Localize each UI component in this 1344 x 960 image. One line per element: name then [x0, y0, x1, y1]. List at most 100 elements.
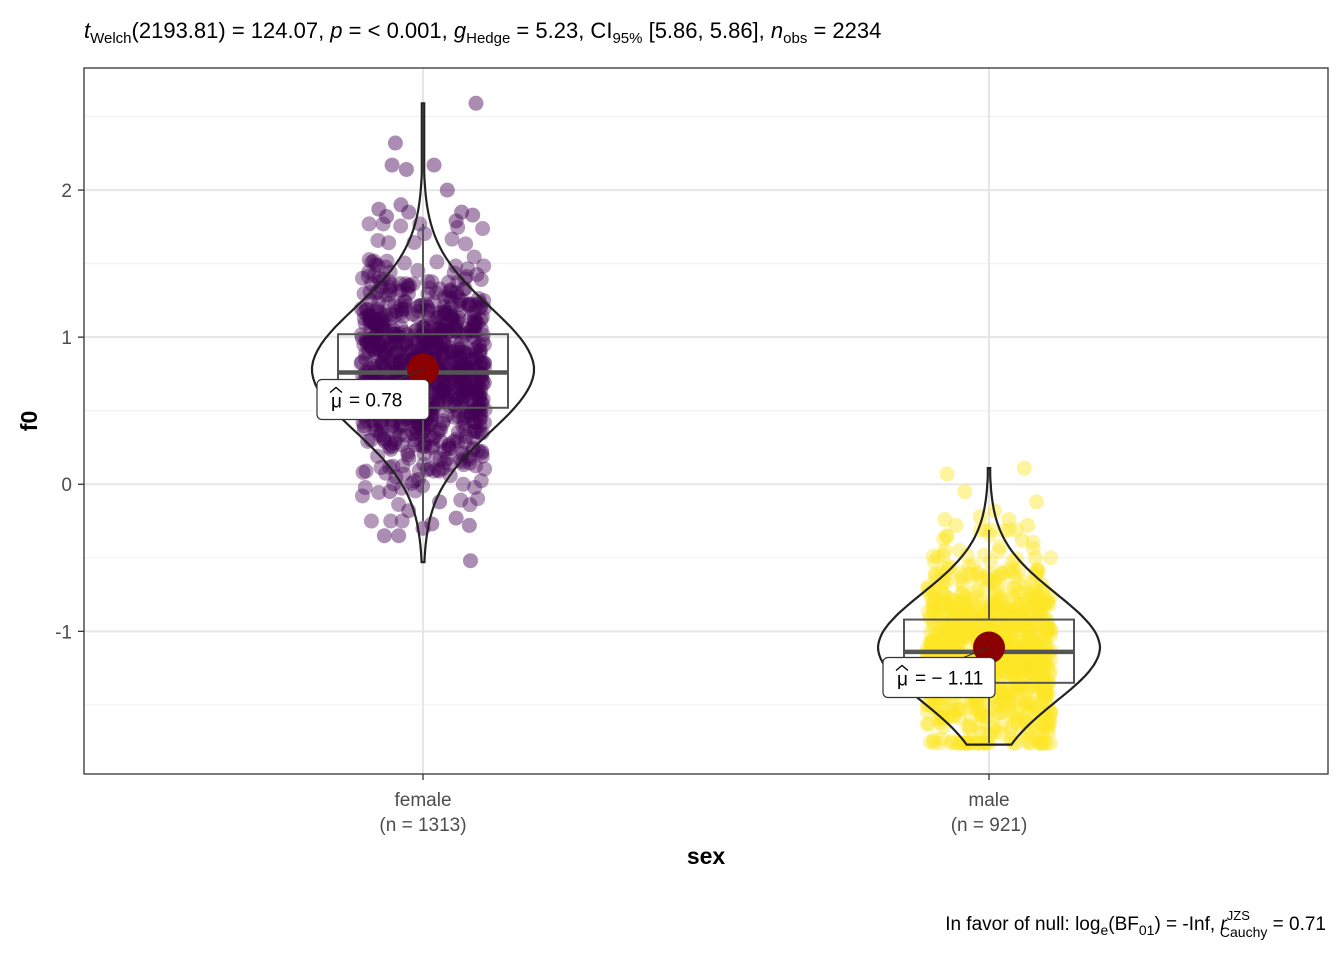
data-point — [1030, 713, 1046, 729]
data-point — [1043, 651, 1059, 667]
data-point — [992, 590, 1008, 606]
data-point — [1030, 587, 1046, 603]
data-point — [462, 553, 478, 569]
data-point — [1041, 598, 1057, 614]
data-point — [962, 699, 978, 715]
data-point — [933, 731, 949, 747]
data-point — [1004, 665, 1020, 681]
data-point — [998, 664, 1014, 680]
data-point — [371, 201, 387, 217]
data-point — [358, 346, 374, 362]
data-point — [439, 451, 455, 467]
data-point — [426, 327, 442, 343]
data-point — [925, 548, 941, 564]
data-point — [436, 355, 452, 371]
data-point — [354, 354, 370, 370]
x-axis-title: sex — [687, 843, 726, 869]
data-point — [366, 316, 382, 332]
data-point — [997, 665, 1013, 681]
data-point — [1006, 564, 1022, 580]
data-point — [1016, 618, 1032, 634]
data-point — [969, 696, 985, 712]
data-point — [996, 657, 1012, 673]
data-point — [476, 415, 492, 431]
data-point — [441, 438, 457, 454]
data-point — [922, 734, 938, 750]
data-point — [450, 433, 466, 449]
data-point — [944, 613, 960, 629]
data-point — [1036, 655, 1052, 671]
data-point — [441, 339, 457, 355]
data-point — [1015, 712, 1031, 728]
data-point — [926, 735, 942, 751]
data-point — [441, 456, 457, 472]
data-point — [464, 393, 480, 409]
data-point — [942, 624, 958, 640]
data-point — [463, 321, 479, 337]
data-point — [455, 391, 471, 407]
data-point — [446, 377, 462, 393]
data-point — [430, 309, 446, 325]
data-point — [1027, 635, 1043, 651]
data-point — [359, 334, 375, 350]
data-point — [924, 634, 940, 650]
data-point — [945, 708, 961, 724]
data-point — [1006, 593, 1022, 609]
data-point — [979, 570, 995, 586]
data-point — [967, 620, 983, 636]
data-point — [1018, 693, 1034, 709]
data-point — [1009, 654, 1025, 670]
data-point — [444, 310, 460, 326]
data-point — [444, 231, 460, 247]
data-point — [983, 619, 999, 635]
data-point — [368, 340, 384, 356]
data-point — [440, 440, 456, 456]
data-point — [430, 462, 446, 478]
data-point — [1016, 460, 1032, 476]
data-point — [1031, 601, 1047, 617]
data-point — [1003, 719, 1019, 735]
data-point — [1016, 669, 1032, 685]
data-point — [455, 390, 471, 406]
data-point — [435, 337, 451, 353]
data-point — [432, 281, 448, 297]
data-point — [454, 204, 470, 220]
data-point — [406, 473, 422, 489]
data-point — [367, 315, 383, 331]
data-point — [426, 463, 442, 479]
data-point — [1041, 666, 1057, 682]
data-point — [417, 438, 433, 454]
data-point — [388, 356, 404, 372]
data-point — [1000, 687, 1016, 703]
data-point — [429, 254, 445, 270]
data-point — [942, 621, 958, 637]
data-point — [1009, 692, 1025, 708]
data-point — [446, 433, 462, 449]
data-point — [382, 484, 398, 500]
data-point — [1034, 682, 1050, 698]
data-point — [1036, 638, 1052, 654]
data-point — [456, 357, 472, 373]
data-point — [397, 335, 413, 351]
data-point — [934, 632, 950, 648]
data-point — [947, 628, 963, 644]
data-point — [933, 565, 949, 581]
data-point — [353, 355, 369, 371]
data-point — [993, 565, 1009, 581]
data-point — [455, 371, 471, 387]
data-point — [377, 287, 393, 303]
data-point — [970, 735, 986, 751]
data-point — [1009, 662, 1025, 678]
data-point — [922, 610, 938, 626]
data-point — [964, 611, 980, 627]
data-point — [473, 271, 489, 287]
data-point — [1001, 620, 1017, 636]
data-point — [995, 685, 1011, 701]
data-point — [994, 605, 1010, 621]
data-point — [950, 635, 966, 651]
data-point — [420, 273, 436, 289]
data-point — [372, 336, 388, 352]
data-point — [431, 321, 447, 337]
data-point — [367, 349, 383, 365]
data-point — [1026, 594, 1042, 610]
